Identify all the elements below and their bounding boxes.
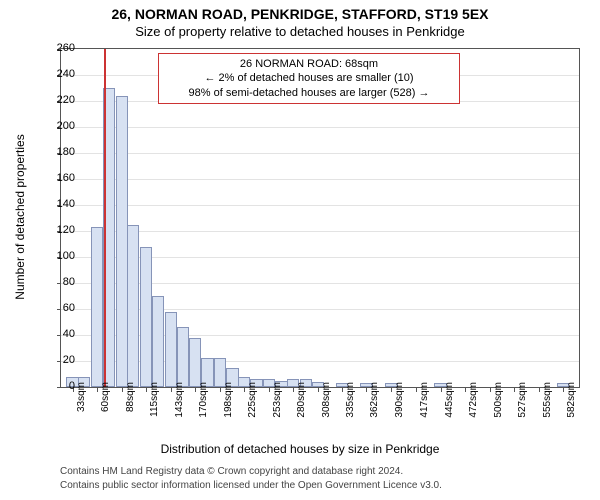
x-tick-label: 582sqm (566, 382, 577, 432)
x-tick-label: 445sqm (444, 382, 455, 432)
y-tick-label: 0 (45, 380, 75, 392)
x-tick-label: 417sqm (419, 382, 430, 432)
info-box-line1: 26 NORMAN ROAD: 68sqm (165, 57, 453, 71)
info-box: 26 NORMAN ROAD: 68sqm← 2% of detached ho… (158, 53, 460, 104)
x-tick-label: 198sqm (223, 382, 234, 432)
x-tick-mark (490, 388, 491, 392)
x-axis-label: Distribution of detached houses by size … (0, 442, 600, 456)
x-tick-mark (269, 388, 270, 392)
histogram-bar (177, 327, 189, 387)
x-tick-mark (563, 388, 564, 392)
x-tick-mark (342, 388, 343, 392)
x-tick-label: 143sqm (174, 382, 185, 432)
x-tick-mark (97, 388, 98, 392)
y-tick-label: 220 (45, 94, 75, 106)
x-tick-label: 472sqm (468, 382, 479, 432)
y-tick-label: 80 (45, 276, 75, 288)
gridline-h (61, 179, 579, 180)
x-tick-mark (244, 388, 245, 392)
y-tick-label: 140 (45, 198, 75, 210)
x-tick-mark (465, 388, 466, 392)
y-tick-label: 180 (45, 146, 75, 158)
x-tick-mark (514, 388, 515, 392)
histogram-bar (116, 96, 128, 387)
chart-title-main: 26, NORMAN ROAD, PENKRIDGE, STAFFORD, ST… (0, 6, 600, 22)
x-tick-label: 33sqm (76, 382, 87, 432)
x-tick-mark (416, 388, 417, 392)
y-tick-label: 20 (45, 354, 75, 366)
chart-title-sub: Size of property relative to detached ho… (0, 24, 600, 39)
histogram-bar (152, 296, 164, 387)
x-tick-mark (146, 388, 147, 392)
x-tick-mark (220, 388, 221, 392)
x-tick-label: 390sqm (394, 382, 405, 432)
x-tick-mark (441, 388, 442, 392)
x-tick-label: 280sqm (296, 382, 307, 432)
y-tick-label: 40 (45, 328, 75, 340)
x-tick-mark (195, 388, 196, 392)
gridline-h (61, 205, 579, 206)
footer-copyright-2: Contains public sector information licen… (60, 480, 442, 491)
histogram-bar (127, 225, 139, 388)
x-tick-mark (539, 388, 540, 392)
x-tick-label: 527sqm (517, 382, 528, 432)
gridline-h (61, 153, 579, 154)
histogram-bar (189, 338, 201, 387)
x-tick-label: 60sqm (100, 382, 111, 432)
x-tick-mark (318, 388, 319, 392)
plot-area: 26 NORMAN ROAD: 68sqm← 2% of detached ho… (60, 48, 580, 388)
histogram-bar (91, 227, 103, 387)
x-tick-label: 88sqm (125, 382, 136, 432)
gridline-h (61, 127, 579, 128)
x-tick-label: 308sqm (321, 382, 332, 432)
x-tick-label: 170sqm (198, 382, 209, 432)
y-tick-label: 260 (45, 42, 75, 54)
info-box-line3: 98% of semi-detached houses are larger (… (165, 86, 453, 100)
x-tick-mark (366, 388, 367, 392)
y-tick-label: 160 (45, 172, 75, 184)
x-tick-mark (122, 388, 123, 392)
y-tick-label: 240 (45, 68, 75, 80)
y-tick-label: 200 (45, 120, 75, 132)
x-tick-mark (171, 388, 172, 392)
x-tick-label: 555sqm (542, 382, 553, 432)
marker-line (104, 49, 106, 387)
x-tick-label: 115sqm (149, 382, 160, 432)
x-tick-label: 335sqm (345, 382, 356, 432)
chart-container: 26, NORMAN ROAD, PENKRIDGE, STAFFORD, ST… (0, 0, 600, 500)
x-tick-mark (293, 388, 294, 392)
y-axis-label: Number of detached properties (13, 67, 27, 367)
x-tick-label: 362sqm (369, 382, 380, 432)
x-tick-label: 500sqm (493, 382, 504, 432)
y-tick-label: 120 (45, 224, 75, 236)
x-tick-label: 225sqm (247, 382, 258, 432)
y-tick-label: 100 (45, 250, 75, 262)
y-tick-label: 60 (45, 302, 75, 314)
x-tick-label: 253sqm (272, 382, 283, 432)
footer-copyright-1: Contains HM Land Registry data © Crown c… (60, 466, 403, 477)
histogram-bar (165, 312, 177, 387)
x-tick-mark (391, 388, 392, 392)
histogram-bar (140, 247, 152, 387)
info-box-line2: ← 2% of detached houses are smaller (10) (165, 71, 453, 85)
